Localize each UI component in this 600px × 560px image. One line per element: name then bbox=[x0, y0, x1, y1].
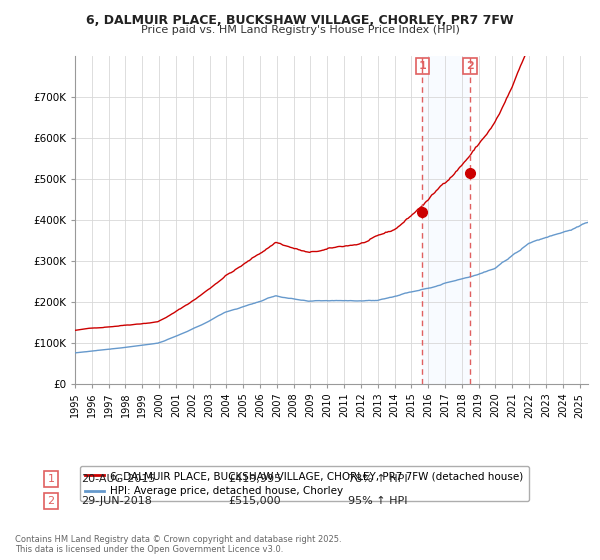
Text: 6, DALMUIR PLACE, BUCKSHAW VILLAGE, CHORLEY, PR7 7FW: 6, DALMUIR PLACE, BUCKSHAW VILLAGE, CHOR… bbox=[86, 14, 514, 27]
Text: 1: 1 bbox=[418, 61, 426, 71]
Legend: 6, DALMUIR PLACE, BUCKSHAW VILLAGE, CHORLEY, PR7 7FW (detached house), HPI: Aver: 6, DALMUIR PLACE, BUCKSHAW VILLAGE, CHOR… bbox=[80, 466, 529, 501]
Text: 2: 2 bbox=[47, 496, 55, 506]
Text: 29-JUN-2018: 29-JUN-2018 bbox=[81, 496, 152, 506]
Text: Contains HM Land Registry data © Crown copyright and database right 2025.
This d: Contains HM Land Registry data © Crown c… bbox=[15, 535, 341, 554]
Text: 78% ↑ HPI: 78% ↑ HPI bbox=[348, 474, 407, 484]
Text: £419,995: £419,995 bbox=[228, 474, 281, 484]
Text: £515,000: £515,000 bbox=[228, 496, 281, 506]
Text: 20-AUG-2015: 20-AUG-2015 bbox=[81, 474, 155, 484]
Text: 95% ↑ HPI: 95% ↑ HPI bbox=[348, 496, 407, 506]
Text: 1: 1 bbox=[47, 474, 55, 484]
Text: 2: 2 bbox=[466, 61, 474, 71]
Bar bbox=[422, 56, 470, 384]
Text: Price paid vs. HM Land Registry's House Price Index (HPI): Price paid vs. HM Land Registry's House … bbox=[140, 25, 460, 35]
